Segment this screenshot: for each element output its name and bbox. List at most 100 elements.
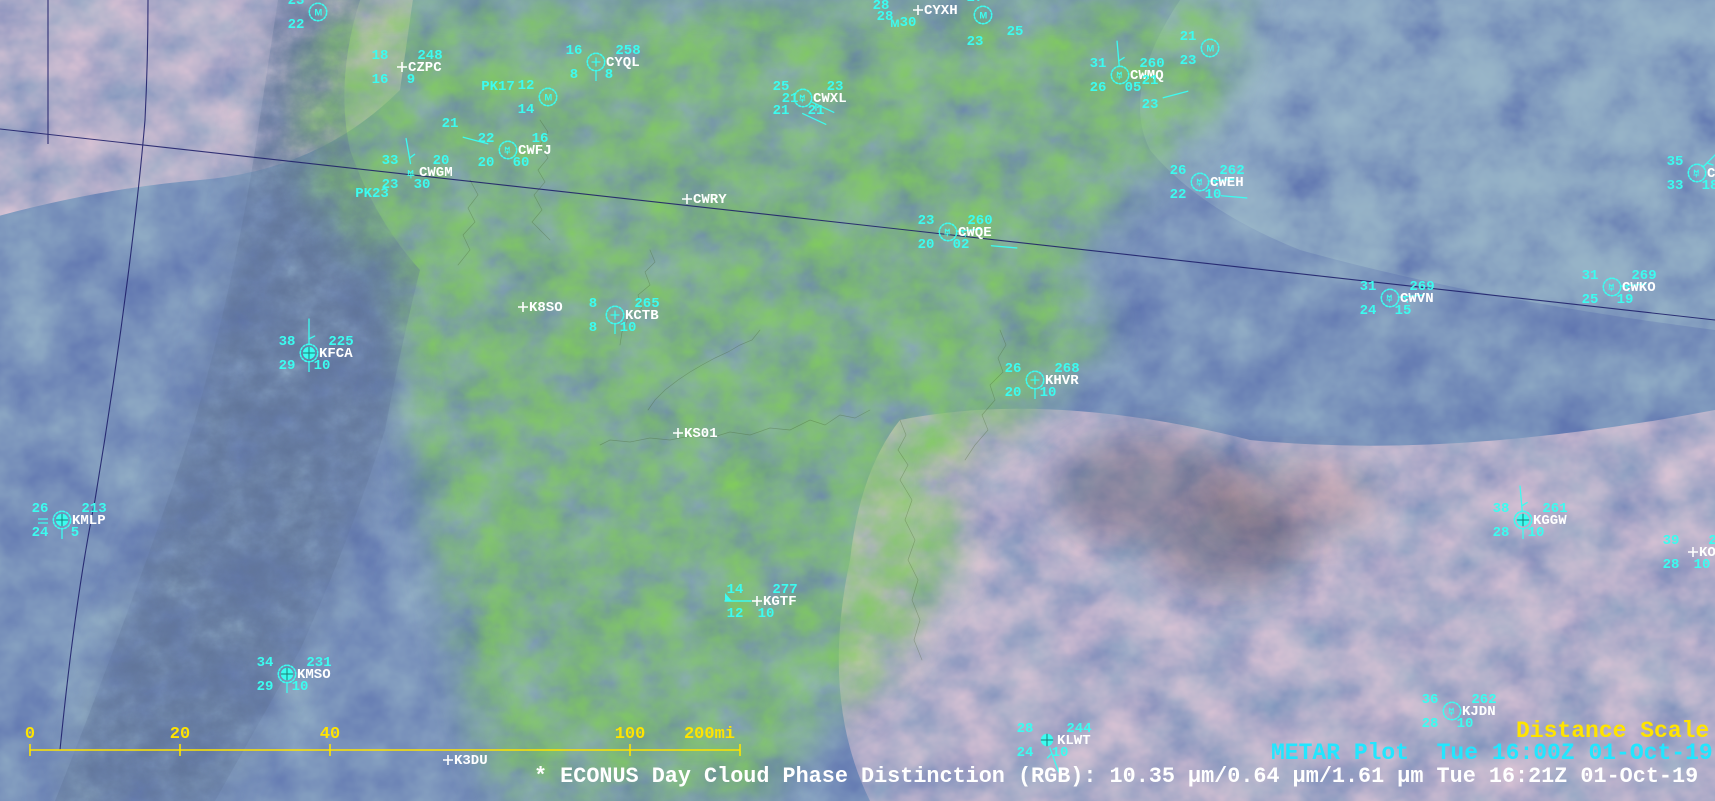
svg-text:26: 26 xyxy=(32,501,49,517)
svg-text:16: 16 xyxy=(372,72,389,88)
svg-text:KS01: KS01 xyxy=(684,426,718,442)
svg-text:258: 258 xyxy=(615,43,640,59)
svg-text:260: 260 xyxy=(1139,56,1164,72)
svg-text:02: 02 xyxy=(953,237,970,253)
svg-text:15: 15 xyxy=(1395,303,1412,319)
svg-text:60: 60 xyxy=(513,155,530,171)
svg-text:21: 21 xyxy=(442,116,459,132)
svg-text:268: 268 xyxy=(1054,361,1079,377)
svg-text:10: 10 xyxy=(1040,385,1057,401)
svg-text:05: 05 xyxy=(1125,80,1142,96)
svg-text:31: 31 xyxy=(1360,279,1377,295)
svg-text:269: 269 xyxy=(1409,279,1434,295)
svg-text:28: 28 xyxy=(1017,721,1034,737)
svg-text:10: 10 xyxy=(1694,557,1711,573)
svg-text:10: 10 xyxy=(1052,745,1069,761)
svg-text:24: 24 xyxy=(1017,745,1034,761)
svg-text:16: 16 xyxy=(566,43,583,59)
svg-text:225: 225 xyxy=(328,334,353,350)
svg-text:8: 8 xyxy=(570,67,578,83)
svg-text:20: 20 xyxy=(478,155,495,171)
svg-text:26: 26 xyxy=(1170,163,1187,179)
svg-text:38: 38 xyxy=(1493,501,1510,517)
svg-text:8: 8 xyxy=(605,67,613,83)
svg-text:28: 28 xyxy=(1663,557,1680,573)
svg-text:33: 33 xyxy=(382,153,399,169)
svg-text:34: 34 xyxy=(257,655,274,671)
svg-text:PK23: PK23 xyxy=(355,186,389,202)
svg-text:16: 16 xyxy=(532,131,549,147)
svg-text:24: 24 xyxy=(1360,303,1377,319)
svg-text:26: 26 xyxy=(1005,361,1022,377)
svg-text:22: 22 xyxy=(1170,187,1187,203)
svg-text:18: 18 xyxy=(372,48,389,64)
svg-text:22: 22 xyxy=(288,17,305,33)
svg-text:21: 21 xyxy=(1180,29,1197,45)
svg-text:18: 18 xyxy=(1702,178,1715,194)
svg-text:28: 28 xyxy=(877,9,894,25)
svg-text:30: 30 xyxy=(900,15,917,31)
svg-text:9: 9 xyxy=(407,72,415,88)
svg-text:26: 26 xyxy=(1090,80,1107,96)
svg-text:23: 23 xyxy=(918,213,935,229)
svg-text:260: 260 xyxy=(967,213,992,229)
svg-text:K8SO: K8SO xyxy=(529,300,563,316)
svg-text:33: 33 xyxy=(1667,178,1684,194)
svg-text:231: 231 xyxy=(306,655,331,671)
svg-text:14: 14 xyxy=(727,582,744,598)
svg-text:10: 10 xyxy=(620,320,637,336)
svg-text:20: 20 xyxy=(170,725,190,744)
svg-text:262: 262 xyxy=(1219,163,1244,179)
svg-text:14: 14 xyxy=(518,102,535,118)
svg-text:40: 40 xyxy=(320,725,340,744)
svg-text:0: 0 xyxy=(25,725,35,744)
svg-text:21: 21 xyxy=(1142,73,1159,89)
svg-text:10: 10 xyxy=(314,358,331,374)
svg-text:20: 20 xyxy=(1005,385,1022,401)
svg-text:28: 28 xyxy=(1493,525,1510,541)
svg-text:K3DU: K3DU xyxy=(454,753,488,769)
svg-text:23: 23 xyxy=(1142,97,1159,113)
svg-text:265: 265 xyxy=(634,296,659,312)
svg-text:213: 213 xyxy=(81,501,106,517)
svg-text:31: 31 xyxy=(1582,268,1599,284)
svg-text:10: 10 xyxy=(758,606,775,622)
svg-text:36: 36 xyxy=(1422,692,1439,708)
svg-text:200mi: 200mi xyxy=(684,725,735,744)
svg-text:20: 20 xyxy=(433,153,450,169)
svg-text:27: 27 xyxy=(967,0,984,6)
svg-text:28: 28 xyxy=(1422,716,1439,732)
svg-text:19: 19 xyxy=(1617,292,1634,308)
svg-text:25: 25 xyxy=(1582,292,1599,308)
svg-text:25: 25 xyxy=(1007,24,1024,40)
svg-text:23: 23 xyxy=(967,34,984,50)
svg-text:269: 269 xyxy=(1631,268,1656,284)
svg-text:24: 24 xyxy=(32,525,49,541)
svg-text:10: 10 xyxy=(1457,716,1474,732)
svg-text:244: 244 xyxy=(1066,721,1091,737)
svg-text:CWRY: CWRY xyxy=(693,192,727,208)
svg-text:21: 21 xyxy=(782,91,799,107)
svg-text:29: 29 xyxy=(279,358,296,374)
svg-text:248: 248 xyxy=(417,48,442,64)
svg-text:29: 29 xyxy=(257,679,274,695)
svg-text:38: 38 xyxy=(279,334,296,350)
svg-text:12: 12 xyxy=(518,78,535,94)
svg-text:23: 23 xyxy=(1180,53,1197,69)
svg-text:262: 262 xyxy=(1471,692,1496,708)
svg-text:5: 5 xyxy=(71,525,79,541)
svg-text:8: 8 xyxy=(589,296,597,312)
svg-text:35: 35 xyxy=(1667,154,1684,170)
svg-text:100: 100 xyxy=(615,725,646,744)
svg-text:10: 10 xyxy=(1205,187,1222,203)
svg-text:CYXH: CYXH xyxy=(924,3,958,19)
svg-text:263: 263 xyxy=(1708,533,1715,549)
svg-text:277: 277 xyxy=(772,582,797,598)
svg-text:31: 31 xyxy=(1090,56,1107,72)
svg-text:PK17: PK17 xyxy=(481,79,515,95)
svg-text:30: 30 xyxy=(414,177,431,193)
svg-text:261: 261 xyxy=(1542,501,1567,517)
svg-text:10: 10 xyxy=(292,679,309,695)
svg-text:20: 20 xyxy=(918,237,935,253)
svg-text:23: 23 xyxy=(288,0,305,9)
